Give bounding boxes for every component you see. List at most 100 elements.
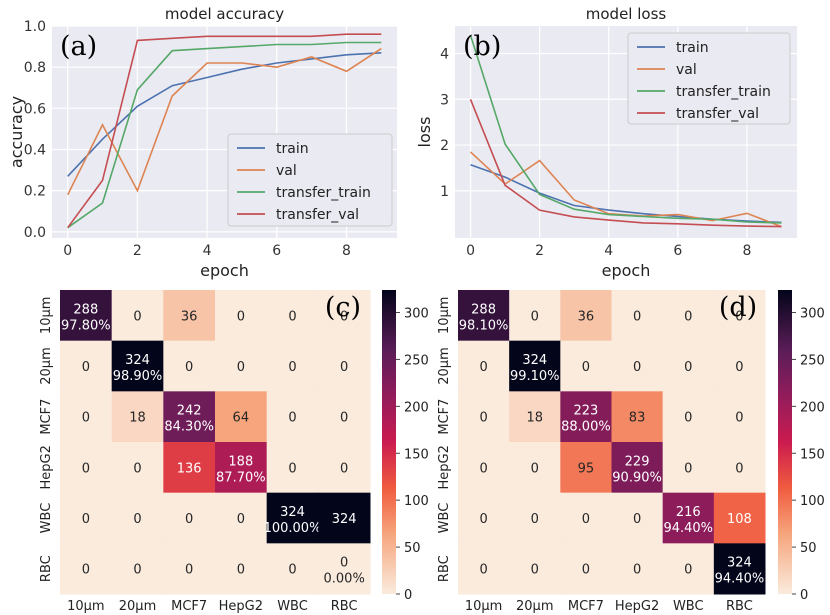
cell-count: 0 (288, 360, 296, 375)
heatmap-cell (662, 290, 715, 342)
cell-count: 0 (531, 461, 539, 476)
series-line-transfer-train (67, 41, 382, 229)
heatmap-cell (662, 442, 715, 494)
x-axis-label: epoch (200, 261, 249, 280)
colorbar-tick-label: 100 (404, 494, 429, 509)
cell-count: 216 (676, 505, 701, 520)
cell-count: 0 (185, 360, 193, 375)
heatmap-cell (509, 290, 561, 342)
row-label: HepG2 (39, 445, 54, 489)
heatmap-cell (662, 340, 715, 392)
heatmap-cell (662, 543, 715, 595)
heatmap-cell (163, 290, 216, 342)
cell-count: 64 (233, 411, 250, 426)
col-label: MCF7 (568, 599, 604, 614)
cell-count: 0 (340, 360, 348, 375)
legend-entry: train (276, 141, 309, 157)
cell-count: 0 (479, 461, 487, 476)
x-tick-label: 0 (466, 243, 475, 259)
panel-label: (c) (325, 292, 361, 323)
heatmap-cell (60, 290, 113, 342)
heatmap-cell (266, 340, 319, 392)
cell-count: 0 (185, 563, 193, 578)
chart-title: model loss (586, 5, 667, 23)
heatmap-cell (713, 290, 766, 342)
cell-count: 0 (133, 309, 141, 324)
cell-count: 0 (82, 512, 90, 527)
cell-count: 324 (727, 556, 752, 571)
cell-count: 0 (237, 512, 245, 527)
heatmap-cell (458, 442, 510, 494)
cell-count: 0 (582, 360, 590, 375)
heatmap-cell (509, 340, 561, 392)
y-tick-label: 3 (440, 92, 449, 108)
heatmap-cell (215, 543, 268, 595)
heatmap-cell (611, 492, 664, 544)
cell-count: 0 (82, 411, 90, 426)
heatmap-cell (163, 340, 216, 392)
cell-count: 324 (125, 353, 150, 368)
x-tick-label: 8 (342, 243, 351, 259)
colorbar-tick-label: 50 (800, 541, 817, 556)
series-line-transfer-val (67, 33, 382, 229)
col-label: MCF7 (171, 599, 207, 614)
col-label: WBC (277, 599, 308, 614)
cell-count: 83 (629, 411, 646, 426)
cell-count: 0 (633, 563, 641, 578)
cell-count: 0 (185, 512, 193, 527)
heatmap-cell (266, 391, 319, 443)
cell-count: 0 (340, 461, 348, 476)
heatmap-cell (215, 290, 268, 342)
colorbar-tick-label: 100 (800, 494, 825, 509)
cell-count: 136 (177, 461, 202, 476)
series-line-val (66, 47, 382, 196)
row-label: RBC (39, 555, 54, 582)
cell-count: 0 (582, 563, 590, 578)
cell-count: 18 (129, 411, 146, 426)
colorbar-tick-label: 300 (800, 307, 825, 322)
heatmap-cell (713, 391, 766, 443)
cell-count: 0 (684, 309, 692, 324)
row-label: MCF7 (39, 399, 54, 435)
heatmap-cell (458, 492, 510, 544)
cell-count: 0 (340, 411, 348, 426)
heatmap-cell (509, 492, 561, 544)
heatmap-cell (163, 543, 216, 595)
y-tick-label: 0.2 (24, 184, 46, 200)
cell-count: 0 (479, 563, 487, 578)
heatmap-cell (111, 290, 164, 342)
colorbar (382, 290, 396, 594)
x-tick-label: 6 (272, 243, 281, 259)
panel-label: (d) (719, 292, 757, 323)
cell-count: 0 (288, 563, 296, 578)
cell-count: 36 (578, 309, 595, 324)
series-line-transfer-val (469, 99, 782, 228)
heatmap-cell (560, 442, 612, 494)
x-tick-label: 2 (535, 243, 544, 259)
heatmap-cell (318, 391, 371, 443)
cell-count: 0 (684, 411, 692, 426)
heatmap-cell (111, 492, 164, 544)
cell-count: 0 (479, 512, 487, 527)
row-label: MCF7 (437, 399, 452, 435)
colorbar (778, 290, 792, 594)
heatmap-cell (509, 391, 561, 443)
cell-count: 288 (471, 302, 496, 317)
cell-percent: 84.30% (164, 420, 214, 435)
col-label: HepG2 (219, 599, 263, 614)
cell-percent: 94.40% (663, 521, 713, 536)
y-tick-label: 1 (440, 184, 449, 200)
heatmap-cell (163, 391, 216, 443)
heatmap-cell (458, 340, 510, 392)
x-tick-label: 8 (742, 243, 751, 259)
x-tick-label: 2 (133, 243, 142, 259)
heatmap-cell (215, 391, 268, 443)
legend-entry: transfer_train (676, 84, 771, 100)
heatmap-cell (266, 543, 319, 595)
heatmap-cell (560, 290, 612, 342)
line-chart-b: 0 2 4 6 8 1 2 3 4 model loss epoch loss (b) train val t… (415, 5, 797, 280)
cell-count: 0 (82, 563, 90, 578)
cell-count: 108 (727, 512, 752, 527)
cell-count: 242 (177, 404, 202, 419)
heatmap-cell (60, 543, 113, 595)
